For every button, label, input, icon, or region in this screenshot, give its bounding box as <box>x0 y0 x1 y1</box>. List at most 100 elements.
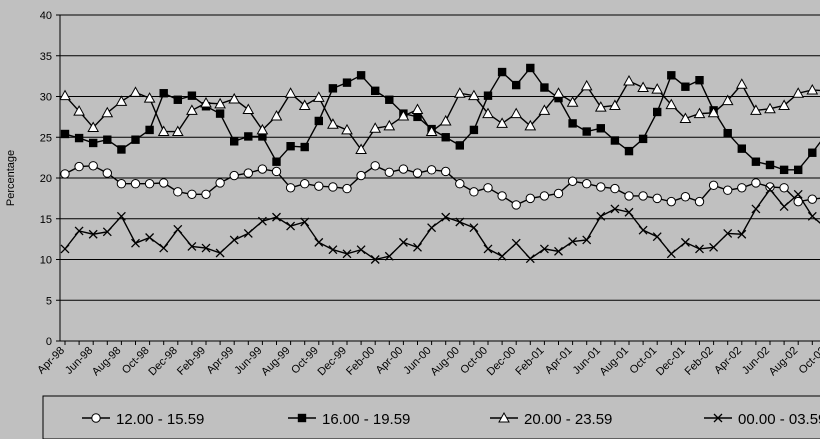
data-point-1 <box>300 179 310 189</box>
y-tick-label: 40 <box>40 10 52 22</box>
data-point-3 <box>679 112 692 124</box>
data-point-3 <box>242 103 255 115</box>
series-line-1 <box>64 164 820 206</box>
data-point-1 <box>610 183 620 194</box>
data-point-4 <box>286 221 296 231</box>
data-point-1 <box>257 164 268 174</box>
data-point-3 <box>439 114 452 126</box>
data-point-3 <box>143 92 156 103</box>
data-point-1 <box>483 183 493 193</box>
data-point-1 <box>567 176 578 186</box>
data-point-1 <box>638 191 648 201</box>
data-point-2 <box>371 86 380 95</box>
x-tick-label: Apr-98 <box>35 345 67 377</box>
data-point-4 <box>314 237 324 247</box>
series-line-3 <box>64 80 820 151</box>
x-tick-label: Apr-99 <box>204 345 236 377</box>
data-point-1 <box>102 168 113 178</box>
data-point-4 <box>215 248 225 258</box>
data-point-1 <box>708 180 719 191</box>
data-point-3 <box>129 86 142 97</box>
data-point-3 <box>200 96 212 108</box>
x-tick-label: Aug-01 <box>598 345 632 379</box>
data-point-2 <box>695 76 704 85</box>
data-point-4 <box>652 232 662 242</box>
data-point-1 <box>173 187 183 197</box>
data-point-3 <box>693 107 706 119</box>
legend-label-4: 00.00 - 03.59 <box>738 411 820 428</box>
data-point-3 <box>594 101 607 112</box>
data-point-2 <box>159 89 168 98</box>
data-point-2 <box>596 124 605 133</box>
data-point-4 <box>243 228 253 238</box>
data-point-1 <box>60 169 70 179</box>
data-point-3 <box>411 103 424 115</box>
data-point-1 <box>243 168 254 178</box>
data-point-1 <box>314 181 324 191</box>
data-point-1 <box>356 170 366 181</box>
data-point-1 <box>328 182 338 192</box>
x-tick-label: Dec-99 <box>316 345 350 379</box>
data-point-1 <box>765 182 775 192</box>
data-point-3 <box>468 89 480 101</box>
data-point-1 <box>201 189 211 200</box>
data-point-3 <box>566 96 579 107</box>
data-point-3 <box>721 94 734 106</box>
legend: 12.00 - 15.59 16.00 - 19.59 20.00 - 23.59 0… <box>42 395 820 439</box>
data-point-4 <box>596 211 606 221</box>
data-point-1 <box>680 192 691 202</box>
data-point-2 <box>413 112 422 122</box>
data-point-1 <box>525 193 535 204</box>
data-point-4 <box>723 228 733 238</box>
x-tick-label: Aug-99 <box>259 345 293 379</box>
data-point-2 <box>286 142 295 151</box>
data-point-3 <box>214 97 226 109</box>
data-point-4 <box>60 244 70 254</box>
data-point-3 <box>764 102 776 114</box>
data-point-2 <box>300 142 309 152</box>
data-point-3 <box>87 121 100 132</box>
data-point-3 <box>186 104 198 115</box>
data-point-4 <box>539 244 549 254</box>
data-point-4 <box>272 212 281 222</box>
legend-marker-1 <box>91 413 101 423</box>
data-point-2 <box>272 157 281 166</box>
data-point-2 <box>751 157 761 166</box>
data-point-1 <box>624 191 634 201</box>
data-point-3 <box>806 83 819 95</box>
data-point-3 <box>651 83 664 94</box>
data-point-2 <box>441 133 450 142</box>
data-point-3 <box>355 143 367 154</box>
data-point-4 <box>413 242 422 252</box>
data-point-4 <box>201 243 211 253</box>
data-point-2 <box>681 82 690 91</box>
data-point-1 <box>511 200 521 210</box>
data-point-3 <box>792 87 805 98</box>
data-point-2 <box>554 93 563 103</box>
data-point-4 <box>116 211 126 221</box>
data-point-1 <box>469 187 479 197</box>
data-point-3 <box>510 107 523 119</box>
data-point-1 <box>582 179 592 189</box>
data-point-1 <box>652 193 662 204</box>
data-point-3 <box>270 110 283 121</box>
data-point-3 <box>735 78 748 89</box>
data-point-1 <box>271 166 282 177</box>
y-tick-label: 30 <box>40 92 52 104</box>
x-tick-label: Apr-01 <box>543 345 575 377</box>
data-point-3 <box>369 122 382 133</box>
data-point-2 <box>230 137 239 146</box>
y-tick-label: 35 <box>40 51 52 63</box>
series-line-4 <box>64 188 820 261</box>
data-point-3 <box>707 106 720 118</box>
data-point-3 <box>538 104 551 115</box>
data-point-2 <box>610 136 620 145</box>
data-point-4 <box>525 254 535 264</box>
data-point-1 <box>426 165 437 175</box>
legend-marker-4 <box>713 413 723 423</box>
data-point-1 <box>723 185 733 195</box>
data-point-3 <box>552 87 565 98</box>
data-point-4 <box>511 238 521 248</box>
data-point-4 <box>779 202 789 211</box>
data-point-3 <box>284 87 297 98</box>
